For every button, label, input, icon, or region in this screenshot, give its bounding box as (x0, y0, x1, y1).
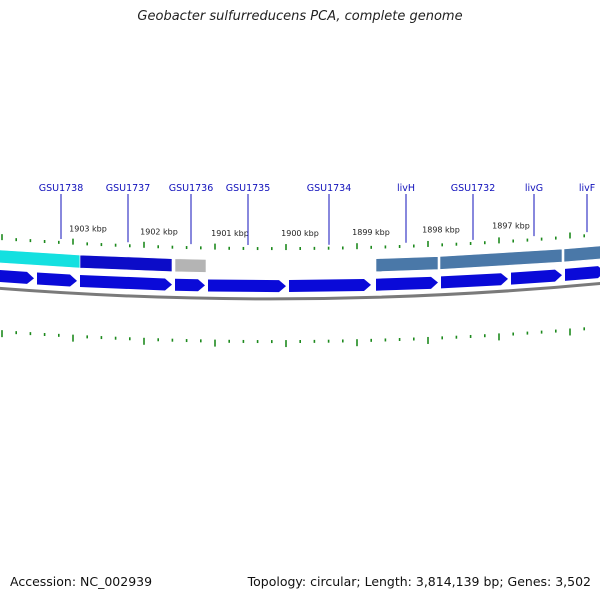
feature-bar (79, 254, 173, 272)
kbp-label: 1899 kbp (352, 228, 390, 237)
cds-arrow (175, 278, 205, 292)
gene-label: livF (579, 183, 595, 194)
kbp-label: 1901 kbp (211, 229, 249, 238)
feature-bar (375, 256, 439, 273)
feature-bar (563, 245, 600, 263)
genome-backbone (0, 281, 600, 301)
feature-bar-layer (0, 245, 600, 273)
cds-arrow (208, 279, 286, 293)
gene-label-layer: GSU1738 GSU1737 GSU1736 GSU1735 GSU1734 livH G… (39, 183, 595, 245)
gene-label: GSU1737 (106, 183, 151, 194)
accession-text: Accession: NC_002939 (10, 574, 153, 589)
gene-label: GSU1734 (307, 183, 352, 194)
cds-arrow-layer (0, 266, 600, 293)
gene-label: GSU1735 (226, 183, 271, 194)
feature-bar (0, 249, 81, 269)
cds-arrow (37, 272, 77, 287)
tick-layer (1, 232, 586, 348)
map-title: Geobacter sulfurreducens PCA, complete g… (137, 9, 463, 24)
feature-bar (174, 258, 207, 273)
cds-arrow (376, 276, 438, 291)
feature-bar (439, 248, 563, 270)
cds-arrow (289, 279, 371, 293)
gene-label: livG (525, 183, 543, 194)
gene-label: livH (397, 183, 415, 194)
cds-arrow (511, 269, 562, 285)
cds-arrow (0, 269, 34, 284)
gene-label: GSU1738 (39, 183, 84, 194)
cds-arrow (565, 266, 600, 281)
kbp-label: 1900 kbp (281, 229, 319, 238)
topology-text: Topology: circular; Length: 3,814,139 bp… (247, 574, 591, 589)
kbp-label: 1903 kbp (69, 224, 107, 233)
kbp-label-layer: 1903 kbp 1902 kbp 1901 kbp 1900 kbp 1899 kbp… (69, 222, 530, 238)
kbp-label: 1898 kbp (422, 225, 460, 234)
gene-label: GSU1732 (451, 183, 496, 194)
kbp-label: 1902 kbp (140, 227, 178, 236)
gene-label: GSU1736 (169, 183, 214, 194)
cds-arrow (441, 273, 508, 289)
cds-arrow (80, 275, 172, 291)
kbp-label: 1897 kbp (492, 222, 530, 231)
